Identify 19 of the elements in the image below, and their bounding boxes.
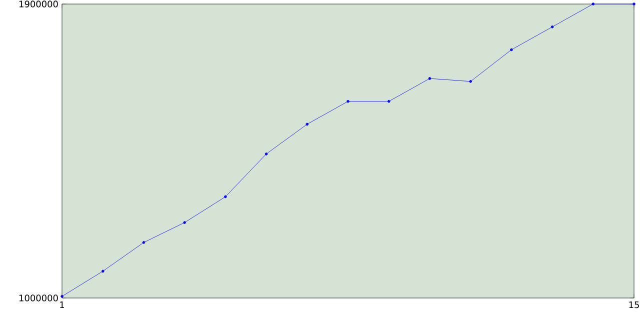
point [224, 195, 227, 198]
point [60, 294, 64, 298]
x-tick-label: 1 [60, 302, 64, 308]
point [346, 100, 350, 103]
x-tick-label: 15 [629, 302, 639, 308]
y-tick-label: 1000000 [20, 294, 58, 302]
point [264, 152, 268, 156]
point [142, 241, 146, 244]
point [428, 77, 432, 80]
point [101, 270, 104, 273]
y-tick-label: 1900000 [20, 0, 58, 8]
point [306, 122, 309, 126]
point [183, 221, 186, 224]
point [550, 25, 554, 28]
point [510, 48, 513, 52]
point [592, 2, 595, 6]
point [387, 100, 390, 103]
point [632, 2, 636, 6]
point [469, 80, 472, 83]
